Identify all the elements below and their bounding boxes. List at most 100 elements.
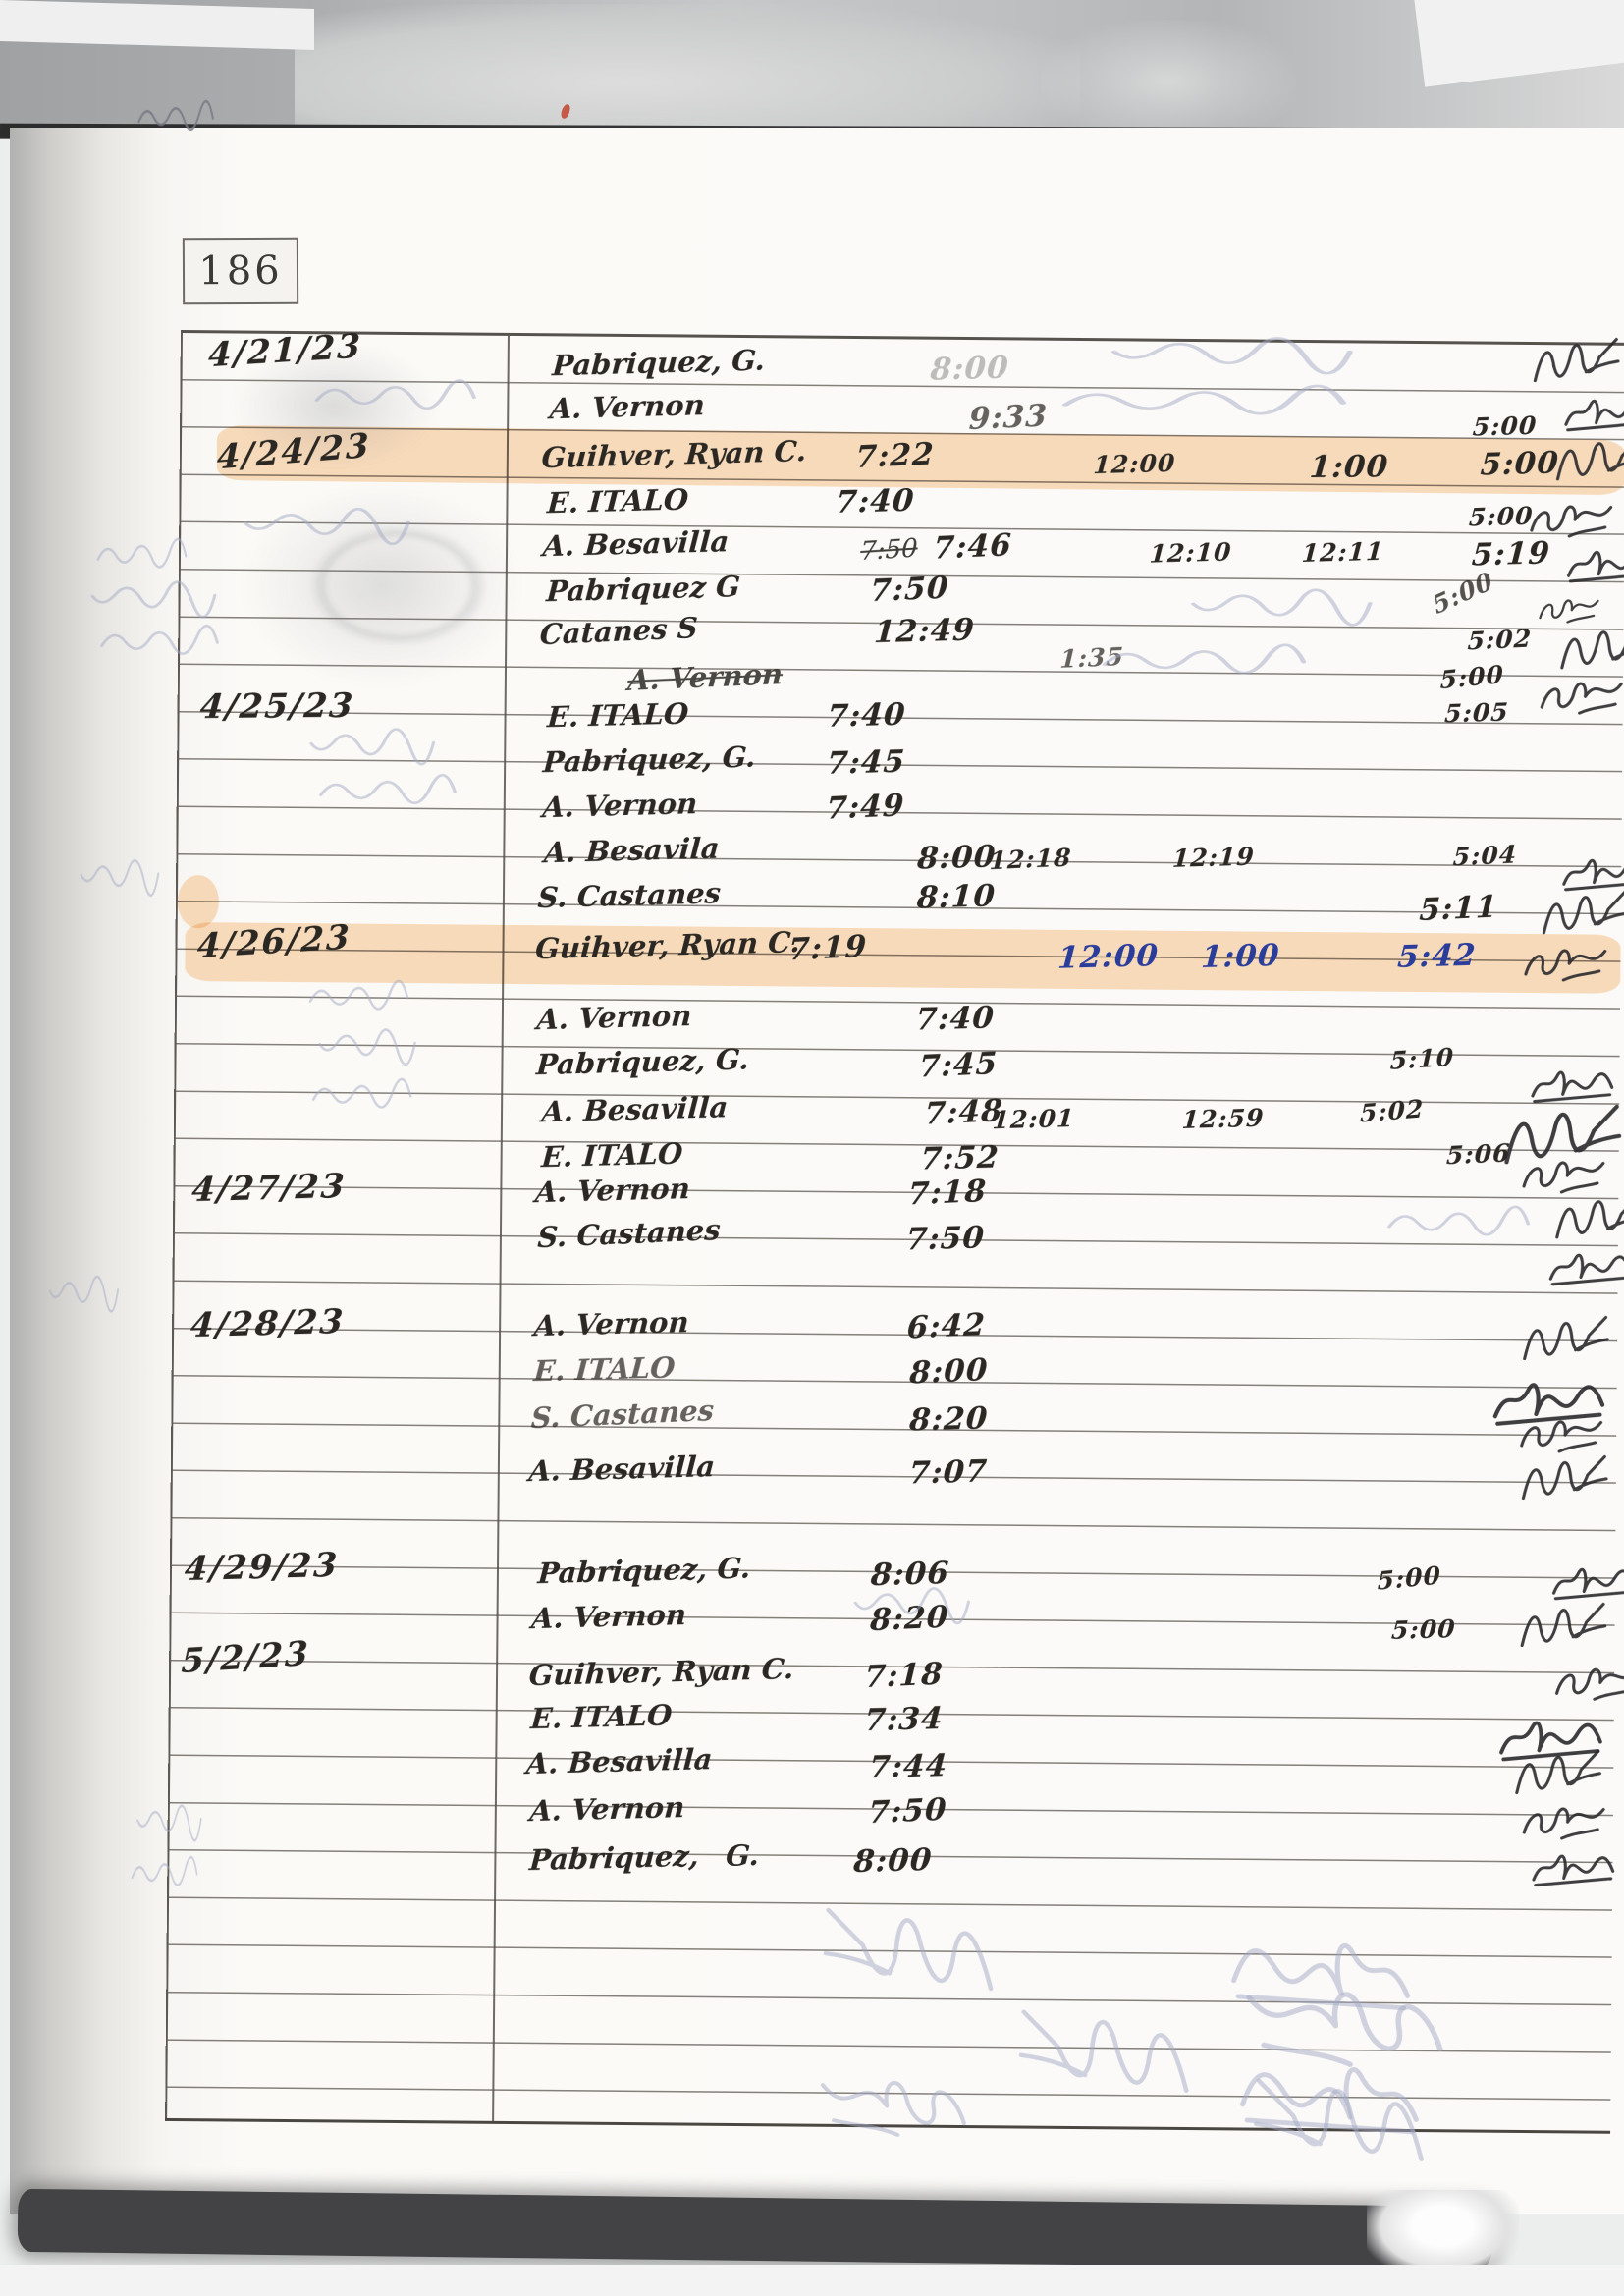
handwritten-time: 8:06: [869, 1556, 951, 1594]
handwritten-date: 4/28/23: [189, 1301, 347, 1346]
handwritten-time: 8:00: [852, 1841, 934, 1881]
handwritten-time: 7:49: [825, 788, 906, 827]
bleedthrough-mark: [100, 624, 219, 655]
bleedthrough-mark: [80, 859, 160, 897]
signature-scrawl: [1532, 1854, 1615, 1887]
handwritten-name: A. Vernon: [534, 1171, 691, 1210]
handwritten-time: 7:40: [835, 482, 916, 520]
handwritten-time: 7:18: [907, 1173, 988, 1213]
handwritten-time: 8:00: [908, 1351, 990, 1392]
crumpled-tape: [1041, 20, 1296, 133]
handwritten-time: 7:40: [914, 1000, 996, 1038]
signature-scrawl: [1564, 399, 1624, 432]
handwritten-time: 7:44: [867, 1748, 949, 1786]
bleedthrough-mark: [1102, 643, 1307, 675]
handwritten-name: A. Vernon: [530, 1597, 688, 1636]
bleedthrough-mark: [136, 1804, 202, 1842]
page-curl: [1367, 2190, 1519, 2276]
signature-scrawl: [1560, 625, 1624, 670]
handwritten-time: 5:04: [1452, 840, 1518, 872]
handwritten-time: 8:00: [929, 350, 1010, 388]
handwritten-name: E. ITALO: [546, 482, 690, 520]
handwritten-name: A. Vernon: [528, 1789, 686, 1829]
handwritten-time: 5:00: [1439, 659, 1504, 695]
handwritten-name: A. Vernon: [541, 787, 699, 825]
handwritten-time: 8:00: [916, 839, 998, 877]
handwritten-name: Guihver, Ryan C.: [534, 925, 801, 966]
scan-top-edge: [0, 0, 1624, 136]
handwritten-name: E. ITALO: [546, 696, 690, 735]
signature-scrawl: [1523, 1315, 1609, 1361]
bleedthrough-mark: [1110, 337, 1353, 375]
handwritten-time: 5:00: [1471, 410, 1539, 442]
handwritten-time: 12:19: [1171, 842, 1256, 873]
page-number-box: 186: [182, 237, 299, 305]
bleedthrough-mark: [853, 1587, 970, 1625]
bleedthrough-mark: [1254, 2078, 1424, 2162]
crumpled-tape: [295, 4, 1080, 132]
bleedthrough-mark: [1231, 1942, 1411, 2011]
handwritten-time: 5:00: [1377, 1560, 1441, 1596]
bleedthrough-mark: [1246, 1992, 1443, 2067]
bleedthrough-mark: [96, 537, 188, 569]
handwritten-name: A. Besavilla: [541, 524, 731, 564]
signature-scrawl: [1555, 1194, 1624, 1239]
ruled-sheet: 4/21/23 Pabriquez, G. 8:00 A. Vernon 9:33 5:0…: [49, 99, 1624, 2162]
handwritten-date: 4/21/23: [207, 326, 363, 376]
signature-scrawl: [1555, 1667, 1624, 1701]
handwritten-time: 5:10: [1389, 1042, 1455, 1075]
signature-scrawl: [1522, 1807, 1605, 1840]
handwritten-name: E. ITALO: [540, 1136, 684, 1175]
handwritten-name: Catanes S: [539, 611, 699, 652]
handwritten-time: 7:19: [787, 928, 868, 968]
signature-scrawl: [1531, 1070, 1614, 1104]
handwritten-name: A. Vernon: [549, 388, 706, 426]
bleedthrough-mark: [318, 1028, 416, 1066]
handwritten-time: 5:00: [1429, 566, 1497, 621]
scanner-background: [0, 2265, 1624, 2296]
signature-scrawl: [1548, 1253, 1624, 1286]
signature-scrawl: [1522, 1161, 1605, 1194]
bleedthrough-mark: [1018, 2009, 1189, 2093]
handwritten-name: E. ITALO: [532, 1350, 677, 1389]
handwritten-date: 4/27/23: [190, 1166, 348, 1211]
handwritten-time: 12:10: [1148, 537, 1233, 569]
bleedthrough-mark: [1191, 588, 1373, 627]
page-number: 186: [198, 247, 283, 295]
handwritten-name: A. Besavilla: [540, 1090, 730, 1129]
handwritten-time: 12:49: [873, 612, 976, 651]
handwritten-time: 5:02: [1359, 1094, 1425, 1128]
handwritten-time: 8:20: [908, 1400, 990, 1439]
handwritten-name: Pabriquez G: [545, 570, 741, 609]
handwritten-date: 5/2/23: [180, 1633, 311, 1682]
handwritten-time: 12:18: [989, 843, 1073, 876]
handwritten-time: 7:50: [867, 1791, 948, 1831]
handwritten-name: A. Besavilla: [525, 1742, 714, 1781]
handwritten-time: 5:00: [1479, 445, 1560, 483]
handwritten-time: 7:07: [907, 1453, 989, 1492]
handwritten-name: S. Castanes: [536, 1212, 722, 1255]
handwritten-time: 12:59: [1180, 1103, 1266, 1134]
handwritten-date: 4/26/23: [196, 917, 352, 967]
bleedthrough-mark: [820, 2080, 966, 2137]
handwritten-name: Pabriquez, G.: [535, 1042, 750, 1082]
handwritten-time: 7:40: [826, 696, 907, 735]
handwritten-name: A. Vernon: [532, 1304, 690, 1343]
bleedthrough-mark: [311, 1077, 412, 1109]
signature-scrawl: [1504, 1104, 1622, 1165]
handwritten-name: Pabriquez, G.: [541, 739, 757, 780]
signature-scrawl: [1533, 338, 1620, 383]
handwritten-name: Pabriquez, G.: [551, 343, 767, 383]
bleedthrough-mark: [90, 580, 217, 619]
handwritten-name: S. Castanes: [536, 876, 723, 915]
handwritten-time: 12:00: [1092, 448, 1177, 480]
handwritten-name: A. Vernon: [626, 657, 784, 697]
signature-scrawl: [1540, 682, 1623, 715]
handwritten-time: 5:02: [1467, 624, 1533, 656]
handwritten-name: G.: [725, 1837, 761, 1873]
bleedthrough-mark: [318, 774, 458, 804]
handwritten-time: 12:11: [1300, 536, 1385, 568]
handwritten-time: 7:34: [863, 1700, 945, 1739]
handwritten-time: 12:01: [991, 1103, 1076, 1135]
